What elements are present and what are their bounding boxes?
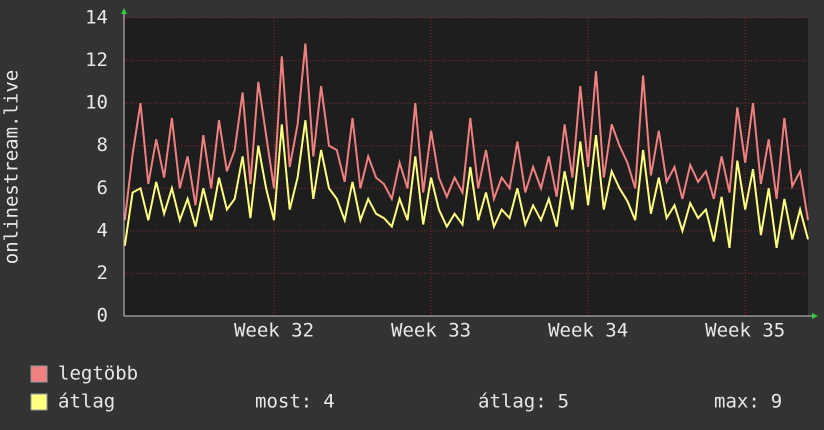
stat-value: 5 bbox=[558, 391, 569, 413]
legend-swatch bbox=[30, 365, 48, 383]
stat-value: 9 bbox=[771, 391, 782, 413]
stat-value: 4 bbox=[323, 391, 334, 413]
series-line bbox=[123, 120, 809, 249]
stat-label: max: bbox=[714, 391, 760, 413]
y-tick-label: 0 bbox=[97, 305, 108, 327]
legend-label: legtöbb bbox=[58, 363, 138, 385]
y-tick-label: 8 bbox=[97, 134, 108, 156]
axis-arrow bbox=[812, 313, 818, 319]
legend-label: átlag bbox=[58, 391, 115, 413]
y-tick-label: 10 bbox=[85, 92, 108, 114]
y-tick-label: 6 bbox=[97, 177, 108, 199]
x-tick-label: Week 35 bbox=[705, 320, 785, 342]
x-tick-label: Week 33 bbox=[391, 320, 471, 342]
y-tick-label: 12 bbox=[85, 49, 108, 71]
y-tick-label: 4 bbox=[97, 219, 108, 241]
y-tick-label: 2 bbox=[97, 262, 108, 284]
y-tick-label: 14 bbox=[85, 7, 108, 29]
series-line bbox=[123, 43, 809, 221]
x-tick-label: Week 32 bbox=[234, 320, 314, 342]
stat-label: átlag: bbox=[478, 391, 547, 413]
legend-swatch bbox=[30, 393, 48, 411]
stat-label: most: bbox=[255, 391, 312, 413]
y-axis-label: onlinestream.live bbox=[1, 70, 23, 264]
axis-arrow bbox=[121, 8, 127, 14]
x-tick-label: Week 34 bbox=[548, 320, 628, 342]
